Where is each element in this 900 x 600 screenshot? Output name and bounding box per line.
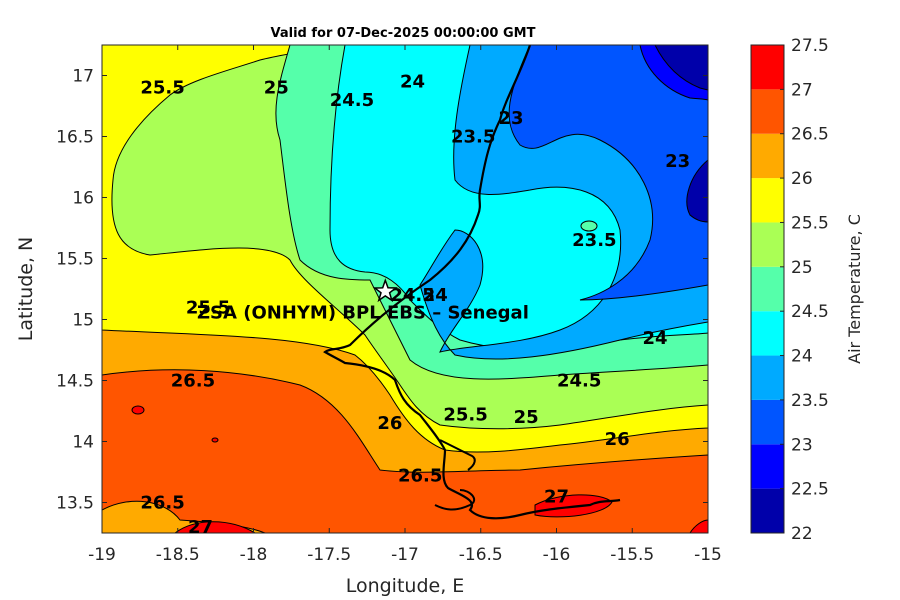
x-tick-label: -18.5 (156, 545, 200, 565)
x-tick-label: -16.5 (459, 545, 503, 565)
colorbar-tick-label: 23.5 (791, 391, 829, 411)
contour-label: 25 (514, 407, 539, 428)
colorbar-label: Air Temperature, C (845, 214, 864, 364)
contour-label: 25.5 (443, 405, 487, 426)
y-axis: 13.5 14 14.5 15 15.5 16 16.5 17 (56, 67, 708, 514)
colorbar-segment (751, 133, 784, 179)
contour-label: 25.5 (140, 78, 184, 99)
band-isolated-spot (580, 220, 598, 232)
border-gambia (439, 439, 476, 471)
colorbar-tick-label: 22 (791, 524, 813, 544)
colorbar-segment (751, 222, 784, 267)
colorbar-tick-label: 23 (791, 435, 813, 455)
contour-label: 24.5 (330, 90, 374, 111)
contour-label: 26 (377, 413, 402, 434)
contour-label-layer: 25.5 2524.52423.5232323.524.52425.52424.5… (140, 72, 690, 538)
contour-label: 23 (499, 108, 524, 129)
colorbar-tick-label: 24.5 (791, 302, 829, 322)
colorbar-segment (751, 178, 784, 223)
x-tick-label: -17 (391, 545, 419, 565)
band-26-5 (102, 369, 708, 533)
x-tick-label: -18 (240, 545, 268, 565)
band-23 (508, 45, 708, 301)
colorbar-segment (751, 444, 784, 489)
colorbar-segment (751, 399, 784, 445)
band-22-5-east (686, 159, 708, 223)
y-tick-label: 15 (72, 311, 94, 331)
contour-label: 27 (544, 486, 569, 507)
contour-label: 24 (642, 328, 667, 349)
colorbar-segment (751, 45, 784, 90)
coastline-south (434, 489, 476, 511)
colorbar-segment (751, 488, 784, 533)
band-small-spot (211, 437, 219, 443)
contour-label: 23.5 (572, 230, 616, 251)
band-27-edge (689, 519, 708, 533)
contour-label: 23 (665, 151, 690, 172)
contour-label: 26.5 (140, 493, 184, 514)
x-tick-label: -15 (694, 545, 722, 565)
contour-label: 25.5 (186, 297, 230, 318)
contour-label: 26.5 (171, 371, 215, 392)
contour-label: 23.5 (451, 127, 495, 148)
colorbar-tick-label: 27 (791, 80, 813, 100)
station-label: ZSA (ONHYM) BPL EBS – Senegal (197, 302, 529, 323)
colorbar-frame (750, 44, 785, 534)
chart-title: Valid for 07-Dec-2025 00:00:00 GMT (271, 26, 536, 41)
colorbar: 22 22.5 23 23.5 24 24.5 25 25.5 26 26.5 27 27.5 (750, 36, 829, 544)
y-tick-label: 14.5 (56, 372, 94, 392)
colorbar-tick-label: 26.5 (791, 125, 829, 145)
contour-label: 25 (264, 78, 289, 99)
coastline (323, 45, 621, 520)
contour-label: 26.5 (398, 466, 442, 487)
band-22-north (654, 45, 708, 91)
y-tick-label: 16.5 (56, 128, 94, 148)
contour-label: 24.5 (557, 371, 601, 392)
contour-label: 24 (400, 72, 425, 93)
colorbar-tick-label: 26 (791, 169, 813, 189)
x-tick-label: -17.5 (307, 545, 351, 565)
y-tick-label: 15.5 (56, 250, 94, 270)
colorbar-tick-label: 24 (791, 347, 813, 367)
colorbar-segment (751, 89, 784, 134)
colorbar-segment (751, 311, 784, 356)
contour-label: 24 (423, 285, 448, 306)
colorbar-tick-label: 25.5 (791, 213, 829, 233)
y-axis-label: Latitude, N (15, 237, 37, 342)
x-axis: -19 -18.5 -18 -17.5 -17 -16.5 -16 -15.5 -15 (88, 45, 722, 565)
station-star-marker (372, 278, 398, 303)
colorbar-segment (751, 355, 784, 400)
band-27-spot (131, 405, 145, 415)
y-tick-label: 16 (72, 189, 94, 209)
contour-label: 26 (605, 429, 630, 450)
y-tick-label: 17 (72, 67, 94, 87)
contour-label: 27 (188, 517, 213, 538)
colorbar-tick-label: 22.5 (791, 480, 829, 500)
y-tick-label: 13.5 (56, 494, 94, 514)
colorbar-segment (751, 266, 784, 312)
x-axis-label: Longitude, E (346, 575, 465, 597)
colorbar-tick-label: 25 (791, 258, 813, 278)
colorbar-tick-label: 27.5 (791, 36, 829, 56)
x-tick-label: -16 (543, 545, 571, 565)
x-tick-label: -15.5 (610, 545, 654, 565)
y-tick-label: 14 (72, 433, 94, 453)
contour-label: 24.5 (390, 285, 434, 306)
x-tick-label: -19 (88, 545, 116, 565)
